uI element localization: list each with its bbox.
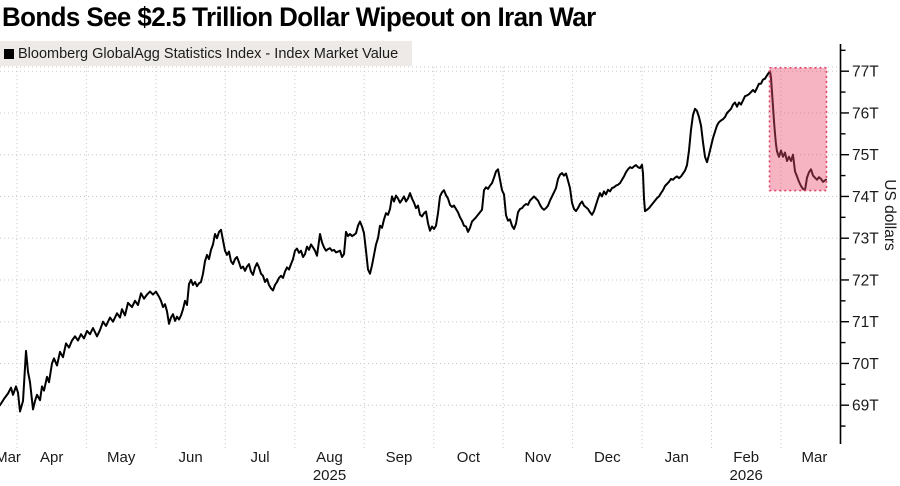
chart-title: Bonds See $2.5 Trillion Dollar Wipeout o… — [2, 2, 596, 32]
x-month-label: Jun — [179, 449, 203, 466]
legend-swatch-icon — [4, 48, 14, 59]
y-axis-title: US dollars — [881, 179, 898, 251]
x-month-label: Aug — [316, 449, 343, 466]
legend: Bloomberg GlobalAgg Statistics Index - I… — [0, 41, 413, 66]
y-tick-label: 76T — [852, 105, 879, 122]
y-tick-label: 77T — [852, 64, 879, 81]
y-tick-label: 73T — [852, 231, 879, 248]
x-month-label: Oct — [457, 449, 481, 466]
series-group — [0, 70, 827, 413]
y-tick-label: 69T — [852, 398, 879, 415]
axis-labels-group: 69T 70T 71T 72T 73T 74T 75T 76T 77T Mar Apr May Jun J… — [0, 64, 879, 484]
highlight-group — [768, 67, 828, 192]
x-month-label: Feb — [733, 449, 759, 466]
x-year-label: 2025 — [313, 467, 346, 484]
x-month-label: May — [107, 449, 136, 466]
gridlines — [0, 66, 840, 450]
x-month-label: Jan — [665, 449, 689, 466]
y-tick-label: 71T — [852, 314, 879, 331]
y-tick-label: 72T — [852, 272, 879, 289]
x-month-label: Nov — [525, 449, 552, 466]
x-month-label: Mar — [802, 449, 828, 466]
y-tick-label: 70T — [852, 356, 879, 373]
x-month-label: Mar — [0, 449, 21, 466]
x-month-label: Apr — [40, 449, 63, 466]
index-market-value-line — [0, 70, 827, 413]
legend-label: Bloomberg GlobalAgg Statistics Index - I… — [18, 45, 399, 62]
y-tick-label: 74T — [852, 189, 879, 206]
x-year-label: 2026 — [730, 467, 763, 484]
axes-group — [839, 44, 849, 444]
highlight-region — [768, 67, 828, 192]
y-tick-label: 75T — [852, 147, 879, 164]
x-month-label: Dec — [594, 449, 621, 466]
x-month-label: Jul — [250, 449, 269, 466]
x-month-label: Sep — [386, 449, 413, 466]
